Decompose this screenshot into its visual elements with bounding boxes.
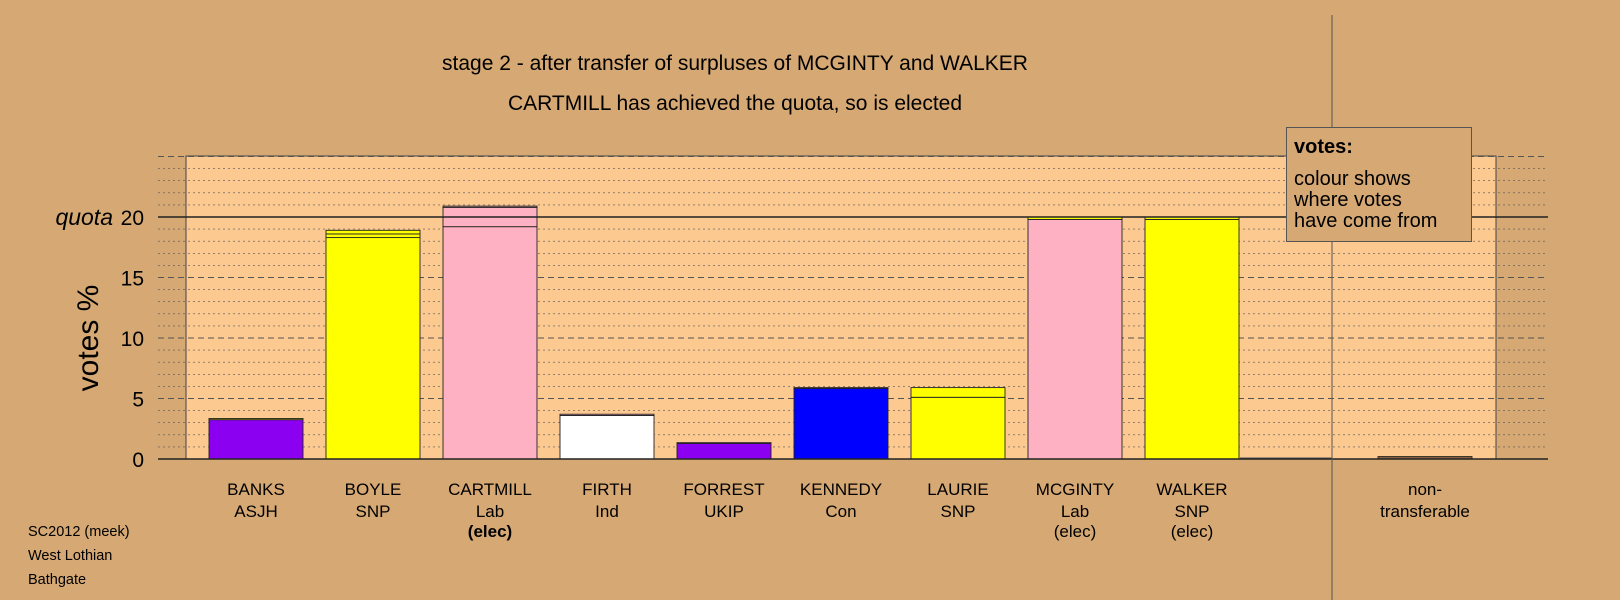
bar-segment	[910, 387, 1006, 398]
bar-elected-label: (elec)	[1054, 522, 1097, 541]
bar-candidate-label: BANKS	[227, 480, 285, 499]
y-tick-label: 10	[121, 328, 144, 351]
bar-candidate-label: BOYLE	[345, 480, 402, 499]
footer-ward: Bathgate	[28, 572, 87, 588]
bar-candidate-label: LAURIE	[927, 480, 988, 499]
bar-segment	[793, 387, 889, 389]
bar-segment	[442, 205, 538, 208]
bar-segment	[1144, 218, 1240, 460]
footer-count-method: SC2012 (meek)	[28, 524, 130, 540]
bar-party-label: ASJH	[234, 502, 277, 521]
bar-party-label: Ind	[595, 502, 619, 521]
y-axis-label: votes %	[72, 285, 105, 392]
footer-council: West Lothian	[28, 548, 113, 564]
bar-party-label: Lab	[476, 502, 504, 521]
nontransferable-label: transferable	[1380, 502, 1470, 521]
y-tick-label: 20	[121, 207, 144, 230]
bar-segment	[325, 233, 421, 239]
legend: votes: colour shows where votes have com…	[1286, 127, 1472, 242]
legend-text: colour shows where votes have come from	[1294, 168, 1438, 232]
bar-party-label: Con	[825, 502, 856, 521]
bar-candidate-label: MCGINTY	[1036, 480, 1114, 499]
bar-party-label: Lab	[1061, 502, 1089, 521]
bar-segment	[559, 413, 655, 416]
bar-segment	[1027, 218, 1123, 460]
bar-elected-label: (elec)	[1171, 522, 1214, 541]
bar-segment	[325, 237, 421, 460]
bar-segment	[676, 442, 772, 444]
bar-segment	[910, 396, 1006, 460]
chart-title: stage 2 - after transfer of surpluses of…	[442, 52, 1028, 75]
bar-elected-label: (elec)	[468, 522, 512, 541]
bar-party-label: SNP	[941, 502, 976, 521]
quota-label: quota	[55, 204, 113, 230]
bar-segment	[442, 226, 538, 460]
bar-segment	[208, 418, 304, 421]
y-tick-label: 0	[132, 449, 144, 472]
legend-title: votes:	[1294, 136, 1353, 158]
bar-segment	[208, 419, 304, 460]
y-tick-label: 15	[121, 268, 144, 291]
bar-party-label: UKIP	[704, 502, 744, 521]
bar-party-label: SNP	[356, 502, 391, 521]
chart-subtitle: CARTMILL has achieved the quota, so is e…	[507, 92, 963, 115]
bar-segment	[325, 229, 421, 235]
nontransferable-label: non-	[1408, 480, 1442, 499]
bar-candidate-label: CARTMILL	[448, 480, 532, 499]
bar-segment	[793, 387, 889, 460]
bar-party-label: SNP	[1175, 502, 1210, 521]
bar-segment	[676, 442, 772, 460]
bar-candidate-label: FORREST	[683, 480, 764, 499]
bar-candidate-label: FIRTH	[582, 480, 632, 499]
bar-candidate-label: KENNEDY	[800, 480, 882, 499]
y-tick-label: 5	[132, 389, 144, 412]
bar-candidate-label: WALKER	[1156, 480, 1227, 499]
bar-segment	[559, 414, 655, 460]
